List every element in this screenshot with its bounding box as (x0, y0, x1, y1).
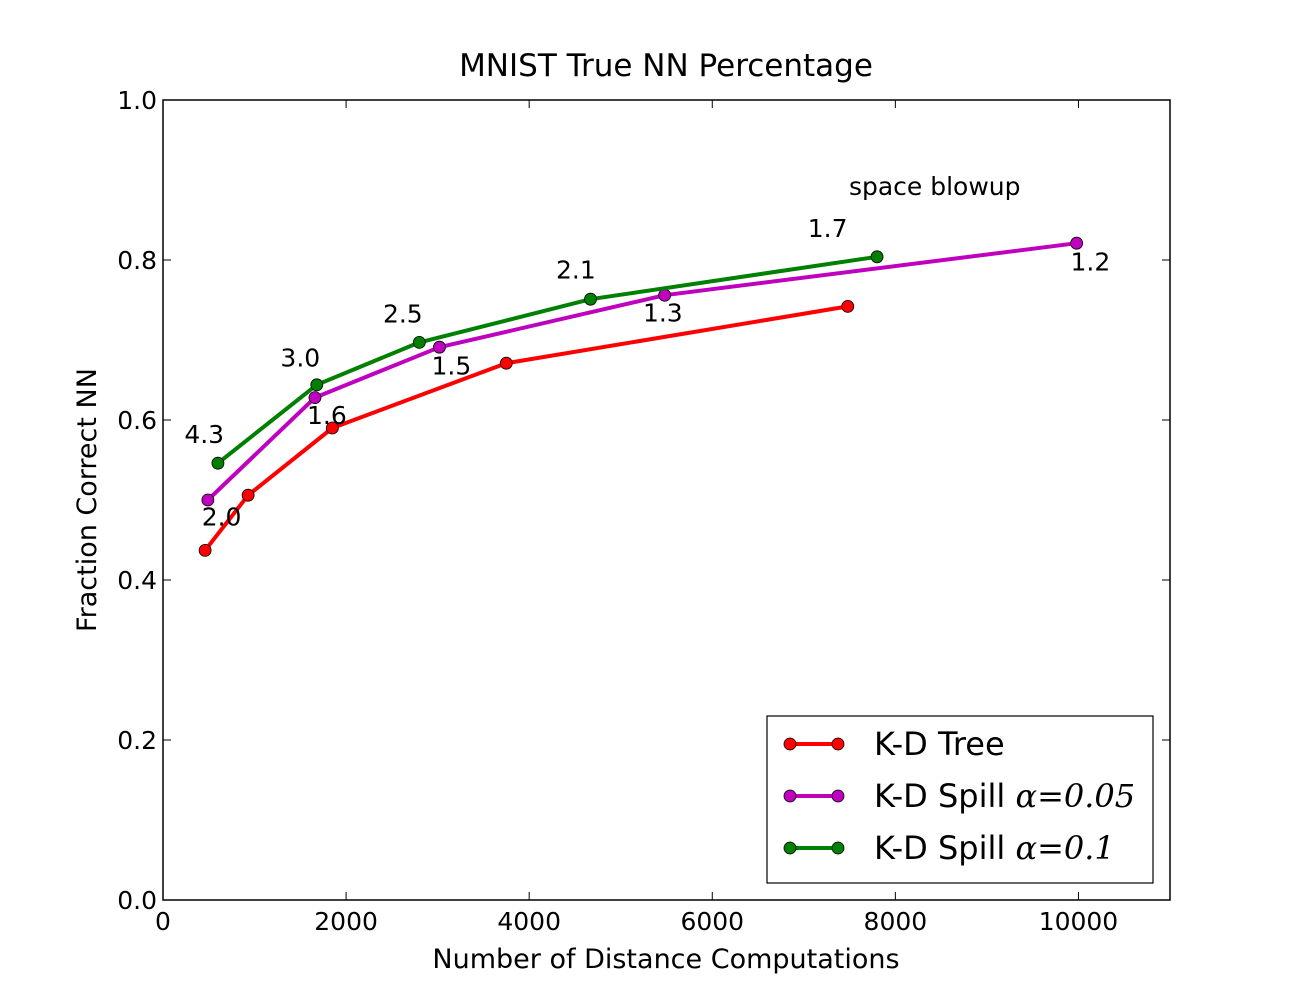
annotation-label: 2.1 (556, 255, 596, 284)
data-point (412, 335, 426, 349)
annotation-label: 2.5 (383, 299, 423, 328)
annotation-label: 3.0 (280, 343, 320, 372)
y-tick-label: 0.2 (117, 726, 157, 755)
data-point (841, 299, 855, 313)
legend-entry: K-D Spill α=0.05 (783, 777, 1135, 815)
y-axis-label: Fraction Correct NN (72, 368, 103, 632)
legend-label: K-D Tree (874, 725, 1005, 763)
series-layer (198, 236, 1084, 557)
y-tick-label: 0.4 (117, 566, 157, 595)
data-point (1070, 236, 1084, 250)
y-tick-label: 0.0 (117, 886, 157, 915)
data-point (198, 544, 212, 557)
legend-math: α=0.1 (1015, 829, 1114, 867)
x-tick-label: 8000 (864, 907, 928, 936)
x-axis-label: Number of Distance Computations (432, 944, 899, 975)
data-point (433, 340, 446, 354)
annotations: 4.3 3.0 2.5 2.1 1.7 2.0 1.6 1.5 1.3 1.2 space blow… (184, 172, 1110, 531)
annotation-label: 1.7 (808, 214, 848, 243)
data-point (499, 356, 513, 370)
legend: K-D Tree K-D Spill α=0.05 K-D Spill α=0.1 (766, 715, 1154, 884)
y-tick-label: 1.0 (117, 86, 157, 115)
x-tick-label: 6000 (680, 907, 744, 936)
annotation-label: 1.6 (307, 401, 347, 430)
legend-swatch-marker (831, 841, 845, 855)
data-point (201, 493, 215, 507)
annotation-label: 2.0 (202, 503, 242, 532)
series-3 (211, 250, 884, 470)
plot-frame (162, 99, 1171, 901)
annotation-label: 1.3 (643, 299, 683, 328)
chart-title: MNIST True NN Percentage (459, 48, 873, 84)
data-point (241, 488, 255, 502)
data-point (870, 250, 884, 264)
data-point (310, 378, 324, 392)
data-point (211, 456, 225, 470)
annotation-label: space blowup (849, 172, 1021, 201)
x-tick-label: 2000 (314, 907, 378, 936)
series-2 (201, 236, 1084, 507)
data-point (584, 292, 597, 306)
axis-ticks: 0 2000 4000 6000 8000 10000 0.0 0.2 0.4 0.6 0.8 1.0 (117, 86, 1170, 936)
series-1 (198, 299, 855, 557)
legend-entry: K-D Spill α=0.1 (783, 829, 1115, 867)
legend-entry: K-D Tree (783, 725, 1005, 763)
x-tick-label: 4000 (497, 907, 561, 936)
data-point (325, 421, 339, 435)
legend-math: α=0.05 (1015, 777, 1135, 815)
x-tick-label: 10000 (1039, 907, 1119, 936)
legend-swatch-marker (783, 737, 797, 751)
y-tick-label: 0.6 (117, 406, 157, 435)
data-point (308, 391, 322, 405)
legend-swatch-marker (783, 789, 797, 803)
legend-label: K-D Spill α=0.05 (874, 777, 1135, 815)
x-tick-label: 0 (155, 907, 171, 936)
annotation-label: 1.2 (1070, 247, 1110, 276)
legend-swatch-marker (831, 737, 845, 751)
annotation-label: 4.3 (184, 420, 224, 449)
legend-swatch-marker (831, 789, 845, 803)
legend-swatch-marker (783, 841, 797, 855)
annotation-label: 1.5 (431, 351, 471, 380)
legend-label: K-D Spill α=0.1 (874, 829, 1115, 867)
y-tick-label: 0.8 (117, 246, 157, 275)
